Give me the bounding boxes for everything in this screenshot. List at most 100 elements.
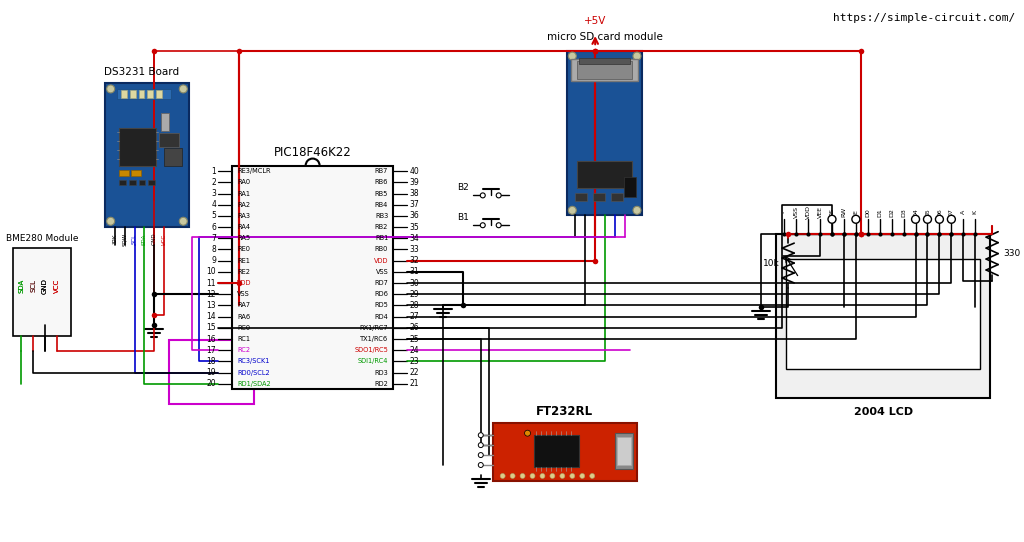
Bar bbox=[535, 435, 580, 467]
Circle shape bbox=[179, 85, 187, 93]
Bar bbox=[617, 437, 631, 465]
Bar bbox=[593, 193, 605, 202]
Text: 330: 330 bbox=[1004, 249, 1020, 257]
Text: SDA: SDA bbox=[142, 234, 147, 245]
Circle shape bbox=[510, 474, 515, 479]
Text: D4: D4 bbox=[913, 208, 919, 217]
Text: 37: 37 bbox=[410, 200, 419, 209]
Text: 2: 2 bbox=[211, 178, 216, 187]
Circle shape bbox=[520, 474, 525, 479]
Text: 6: 6 bbox=[211, 223, 216, 231]
Circle shape bbox=[852, 215, 860, 223]
Text: 32: 32 bbox=[410, 256, 419, 265]
Text: RA4: RA4 bbox=[237, 224, 250, 230]
Circle shape bbox=[568, 52, 577, 60]
Text: 27: 27 bbox=[410, 312, 419, 321]
Bar bbox=[611, 193, 623, 202]
Text: E: E bbox=[853, 210, 858, 214]
Text: RE0: RE0 bbox=[237, 247, 250, 253]
Bar bbox=[493, 423, 637, 481]
Text: RA0: RA0 bbox=[237, 179, 250, 185]
Text: VSS: VSS bbox=[794, 207, 799, 218]
Text: 5: 5 bbox=[211, 211, 216, 221]
Bar bbox=[160, 133, 179, 147]
Circle shape bbox=[936, 215, 943, 223]
Text: B2: B2 bbox=[457, 183, 469, 192]
Circle shape bbox=[633, 52, 641, 60]
Text: RD3: RD3 bbox=[375, 370, 388, 376]
Circle shape bbox=[497, 193, 501, 198]
Text: DS3231 Board: DS3231 Board bbox=[104, 67, 179, 77]
Bar bbox=[104, 83, 189, 227]
Text: RB4: RB4 bbox=[375, 202, 388, 208]
Text: SDI1/RC4: SDI1/RC4 bbox=[357, 358, 388, 364]
Bar bbox=[776, 234, 990, 398]
Circle shape bbox=[179, 217, 187, 225]
Bar bbox=[615, 433, 633, 469]
Text: VEE: VEE bbox=[817, 207, 822, 218]
Text: RA5: RA5 bbox=[237, 235, 250, 241]
Text: 36: 36 bbox=[410, 211, 419, 221]
Text: VCC: VCC bbox=[54, 279, 60, 293]
Text: VDD: VDD bbox=[806, 205, 811, 220]
Circle shape bbox=[568, 207, 577, 214]
Text: D6: D6 bbox=[937, 208, 942, 217]
Text: 16: 16 bbox=[207, 334, 216, 344]
Circle shape bbox=[530, 474, 535, 479]
Circle shape bbox=[580, 474, 585, 479]
Text: 32K: 32K bbox=[113, 234, 117, 244]
Text: 39: 39 bbox=[410, 178, 419, 187]
Text: 9: 9 bbox=[211, 256, 216, 265]
Text: RD2: RD2 bbox=[375, 381, 388, 387]
Bar bbox=[147, 90, 154, 98]
Bar bbox=[157, 90, 163, 98]
Text: RB2: RB2 bbox=[375, 224, 388, 230]
Text: 11: 11 bbox=[207, 279, 216, 288]
Text: RA7: RA7 bbox=[237, 302, 250, 308]
Bar bbox=[129, 180, 135, 185]
Bar bbox=[567, 51, 642, 215]
Text: 26: 26 bbox=[410, 324, 419, 332]
Text: VSS: VSS bbox=[376, 269, 388, 275]
Text: -: - bbox=[781, 211, 786, 214]
Text: RD6: RD6 bbox=[375, 291, 388, 297]
Bar bbox=[148, 180, 156, 185]
Bar bbox=[232, 165, 393, 389]
Text: RB3: RB3 bbox=[375, 213, 388, 219]
Text: 14: 14 bbox=[207, 312, 216, 321]
Bar bbox=[169, 340, 254, 404]
Circle shape bbox=[478, 453, 483, 457]
Text: SDA: SDA bbox=[18, 279, 25, 293]
Text: A: A bbox=[961, 210, 966, 215]
Bar bbox=[575, 193, 587, 202]
Text: VCC: VCC bbox=[54, 279, 60, 293]
Bar bbox=[117, 89, 171, 99]
Text: 1: 1 bbox=[211, 166, 216, 176]
Text: SQW: SQW bbox=[122, 233, 127, 246]
Text: SCL: SCL bbox=[30, 280, 36, 293]
Text: SDA: SDA bbox=[18, 279, 25, 293]
Text: 18: 18 bbox=[207, 357, 216, 366]
Text: B1: B1 bbox=[457, 213, 469, 222]
Text: D0: D0 bbox=[865, 208, 870, 217]
Bar bbox=[119, 170, 129, 177]
Text: 21: 21 bbox=[410, 379, 419, 388]
Text: FT232RL: FT232RL bbox=[537, 405, 593, 418]
Circle shape bbox=[524, 430, 530, 436]
Text: RD7: RD7 bbox=[375, 280, 388, 286]
Text: RA1: RA1 bbox=[237, 191, 250, 197]
Circle shape bbox=[480, 193, 485, 198]
Text: 2004 LCD: 2004 LCD bbox=[854, 407, 912, 417]
Circle shape bbox=[106, 217, 115, 225]
Text: 29: 29 bbox=[410, 290, 419, 299]
Bar bbox=[138, 90, 144, 98]
Text: GND: GND bbox=[152, 233, 157, 246]
Text: RW: RW bbox=[842, 207, 847, 217]
Text: RB5: RB5 bbox=[375, 191, 388, 197]
Text: +5V: +5V bbox=[584, 16, 606, 26]
Text: RB0: RB0 bbox=[375, 247, 388, 253]
Circle shape bbox=[540, 474, 545, 479]
Text: 10: 10 bbox=[207, 267, 216, 276]
Text: 12: 12 bbox=[207, 290, 216, 299]
Text: https://simple-circuit.com/: https://simple-circuit.com/ bbox=[833, 14, 1015, 23]
